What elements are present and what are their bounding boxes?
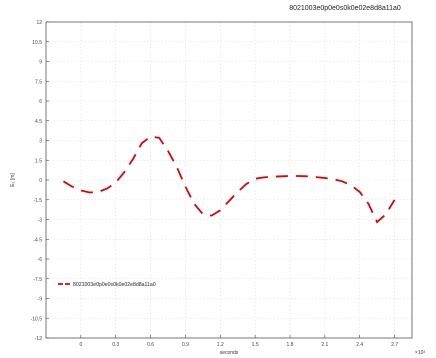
y-tick-label: 10.5 (32, 40, 42, 46)
y-tick-label: 0 (39, 178, 42, 184)
y-tick-label: 4.5 (35, 119, 42, 125)
y-tick-label: 12 (36, 20, 42, 26)
y-tick-label: -10.5 (31, 316, 43, 322)
y-tick-label: 9 (39, 60, 42, 66)
chart-title: 8021003e0p0e0s0k0e02e8d8a11a0 (289, 5, 401, 12)
x-tick-label: 0.9 (182, 342, 189, 348)
y-tick-label: -7.5 (33, 277, 42, 283)
series-line (62, 135, 396, 224)
y-tick-label: -6 (38, 257, 43, 263)
x-tick-label: 0.3 (112, 342, 119, 348)
y-tick-label: 1.5 (35, 158, 42, 164)
axes-frame (45, 21, 413, 339)
x-tick-label: 1.8 (287, 342, 294, 348)
y-tick-label: 6 (39, 99, 42, 105)
x-axis-label: seconds (220, 350, 239, 356)
y-tick-label: -4.5 (33, 237, 42, 243)
x-tick-label: 0 (79, 342, 82, 348)
y-tick-label: -9 (38, 297, 43, 303)
x-tick-label: 1.5 (252, 342, 259, 348)
y-tick-label: 3 (39, 139, 42, 145)
y-tick-label: 7.5 (35, 79, 42, 85)
y-tick-label: -1.5 (33, 198, 42, 204)
x-tick-label: 2.1 (321, 342, 328, 348)
x-exponent-label: ×10³ (415, 350, 425, 356)
legend-label: 8021003e0p0e0s0k0e02e8d8a11a0 (73, 282, 156, 288)
x-tick-label: 2.7 (391, 342, 398, 348)
y-axis-label: E₂ [m] (10, 173, 16, 187)
x-tick-label: 2.4 (356, 342, 363, 348)
y-tick-label: -12 (35, 336, 42, 342)
x-tick-label: 1.2 (217, 342, 224, 348)
y-tick-label: -3 (38, 218, 43, 224)
x-tick-label: 0.6 (147, 342, 154, 348)
